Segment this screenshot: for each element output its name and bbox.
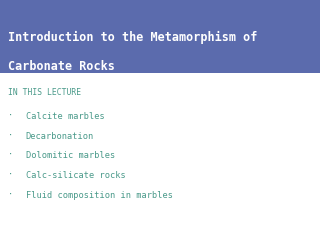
Text: Calcite marbles: Calcite marbles [26,112,104,121]
Text: Dolomitic marbles: Dolomitic marbles [26,151,115,160]
Text: ·: · [8,151,13,160]
Text: Decarbonation: Decarbonation [26,132,94,141]
Text: Introduction to the Metamorphism of: Introduction to the Metamorphism of [8,31,257,44]
Text: IN THIS LECTURE: IN THIS LECTURE [8,88,81,97]
Text: Fluid composition in marbles: Fluid composition in marbles [26,191,172,200]
Text: ·: · [8,171,13,180]
FancyBboxPatch shape [0,0,320,73]
Text: ·: · [8,112,13,121]
Text: ·: · [8,191,13,200]
Text: Carbonate Rocks: Carbonate Rocks [8,60,115,72]
Text: Calc-silicate rocks: Calc-silicate rocks [26,171,125,180]
Text: ·: · [8,132,13,141]
